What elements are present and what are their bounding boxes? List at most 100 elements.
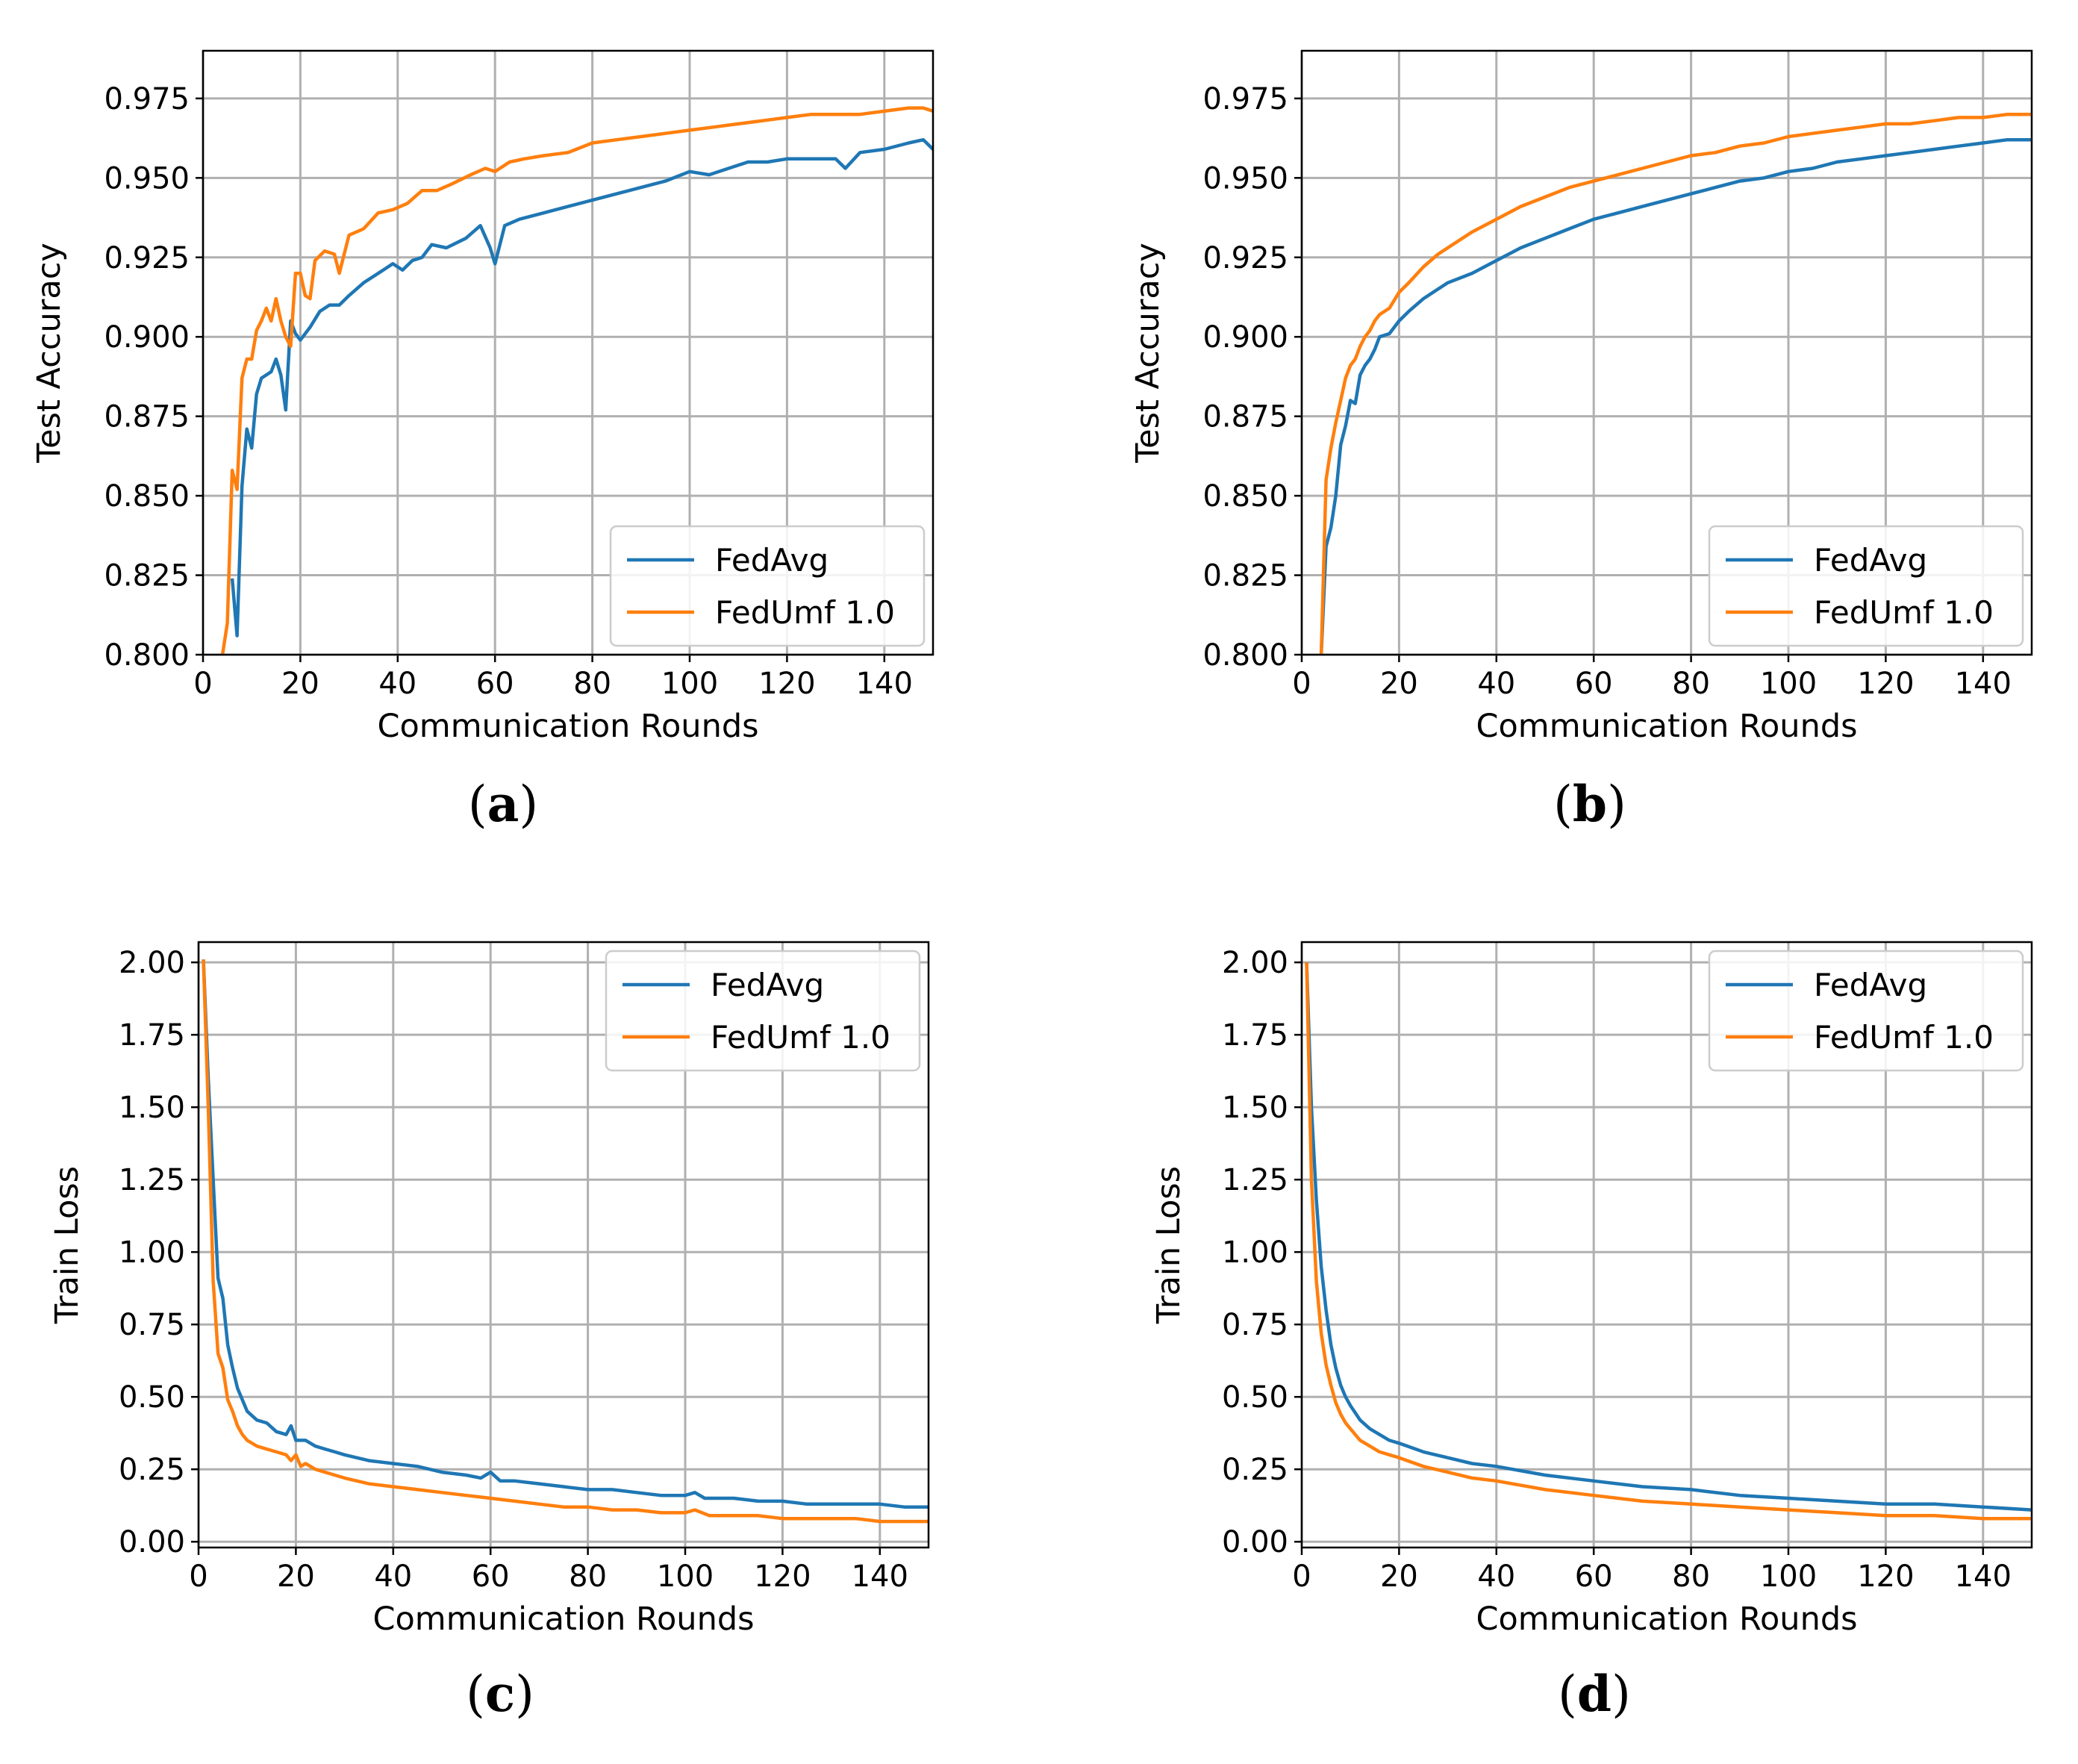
y-tick-label: 1.00 [1222,1235,1288,1270]
chart-panel-d: 0 20 40 60 80 100 120 140 0.00 0.25 0.50 0.75 1.00 1.… [1150,941,2033,1723]
y-tick-label: 0.75 [119,1308,185,1342]
legend-label-fedavg: FedAvg [1814,967,1927,1003]
x-tick-label: 80 [1672,667,1710,701]
y-tick-label: 0.950 [104,161,190,196]
x-tick-label: 80 [1672,1559,1710,1594]
y-tick-label: 0.850 [1202,479,1288,514]
x-tick-label: 140 [852,1559,908,1594]
legend-label-fedavg: FedAvg [715,542,829,579]
legend-box [1708,525,2024,647]
x-tick-label: 140 [856,667,913,701]
plot-frame [197,941,930,1549]
panel-caption: (a) [468,775,538,833]
x-tick-label: 60 [472,1559,510,1594]
legend-box [609,525,926,647]
legend-box [1708,950,2024,1072]
x-tick-label: 120 [754,1559,811,1594]
x-axis-title: Communication Rounds [372,1601,754,1638]
legend-label-fedavg: FedAvg [1814,542,1927,579]
y-tick-label: 0.925 [104,241,190,275]
x-tick-label: 100 [661,667,718,701]
series-line-fedavg [230,137,933,638]
x-tick-label: 100 [1760,1559,1817,1594]
y-tick-label: 1.75 [1222,1018,1288,1053]
x-tick-label: 20 [1380,667,1418,701]
y-tick-label: 0.975 [1202,82,1288,116]
y-tick-label: 0.50 [1222,1380,1288,1415]
x-tick-label: 40 [1477,667,1515,701]
y-axis-title: Test Accuracy [1129,243,1167,464]
x-tick-label: 0 [193,667,212,701]
plot-frame [202,49,935,656]
panel-caption: (c) [466,1665,534,1723]
chart-panel-a: 0 20 40 60 80 100 120 140 0.800 0.825 0.850 0.875 0.… [31,49,935,833]
x-tick-label: 40 [378,667,416,701]
x-tick-label: 100 [1760,667,1817,701]
panel-caption-letter: d [1577,1665,1611,1723]
legend: FedAvg FedUmf 1.0 [1708,950,2024,1072]
y-tick-label: 0.875 [104,400,190,434]
y-axis-title: Train Loss [1150,1166,1188,1324]
x-tick-label: 120 [1857,667,1914,701]
y-tick-label: 0.900 [104,320,190,355]
series-line-fedumf [220,106,933,655]
panel-caption: (d) [1558,1665,1631,1723]
panel-caption-letter: a [487,775,520,833]
series-line-fedavg [1319,137,2032,655]
y-tick-label: 0.800 [104,638,190,673]
x-tick-label: 80 [573,667,611,701]
x-tick-label: 100 [657,1559,714,1594]
y-axis-title: Test Accuracy [31,243,68,464]
y-tick-label: 0.825 [104,559,190,593]
x-tick-label: 20 [277,1559,315,1594]
y-tick-label: 1.25 [119,1163,185,1197]
y-tick-label: 2.00 [1222,946,1288,980]
x-tick-label: 0 [189,1559,208,1594]
y-tick-label: 0.850 [104,479,190,514]
series-line-fedavg [1305,962,2032,1512]
y-tick-label: 1.50 [119,1091,185,1125]
y-tick-label: 0.825 [1202,559,1288,593]
chart-panel-b: 0 20 40 60 80 100 120 140 0.800 0.825 0.850 0.875 0.… [1129,49,2033,833]
series-line-fedumf [1319,112,2032,655]
panel-caption-letter: b [1573,775,1607,833]
y-tick-label: 1.00 [119,1235,185,1270]
series-line-fedumf [202,959,929,1524]
y-tick-label: 0.75 [1222,1308,1288,1342]
plot-frame [1300,49,2033,656]
x-tick-label: 80 [569,1559,607,1594]
legend-box [605,950,921,1072]
panel-caption-letter: c [485,1665,515,1723]
legend: FedAvg FedUmf 1.0 [609,525,926,647]
x-tick-label: 40 [1477,1559,1515,1594]
x-tick-label: 140 [1955,667,2012,701]
y-tick-label: 2.00 [119,946,185,980]
y-tick-label: 1.50 [1222,1091,1288,1125]
y-tick-label: 0.800 [1202,638,1288,673]
x-tick-label: 20 [1380,1559,1418,1594]
y-tick-label: 1.75 [119,1018,185,1053]
y-tick-label: 0.50 [119,1380,185,1415]
x-tick-label: 120 [758,667,815,701]
y-tick-label: 0.875 [1202,400,1288,434]
y-tick-label: 0.925 [1202,241,1288,275]
legend-label-fedumf: FedUmf 1.0 [1814,1019,1994,1056]
legend-label-fedumf: FedUmf 1.0 [711,1019,890,1056]
x-tick-label: 60 [1575,1559,1613,1594]
chart-panel-c: 0 20 40 60 80 100 120 140 0.00 0.25 0.50 0.75 1.00 1.… [49,941,930,1723]
legend: FedAvg FedUmf 1.0 [605,950,921,1072]
plot-frame [1300,941,2033,1549]
y-tick-label: 0.975 [104,82,190,116]
y-tick-label: 0.25 [119,1453,185,1487]
x-tick-label: 0 [1292,1559,1311,1594]
x-tick-label: 0 [1292,667,1311,701]
x-tick-label: 120 [1857,1559,1914,1594]
x-axis-title: Communication Rounds [1476,1601,1857,1638]
x-axis-title: Communication Rounds [1476,708,1857,745]
x-tick-label: 20 [281,667,319,701]
x-tick-label: 40 [374,1559,412,1594]
series-line-fedumf [1305,962,2032,1521]
y-tick-label: 0.25 [1222,1453,1288,1487]
y-tick-label: 0.00 [119,1525,185,1559]
y-tick-label: 1.25 [1222,1163,1288,1197]
